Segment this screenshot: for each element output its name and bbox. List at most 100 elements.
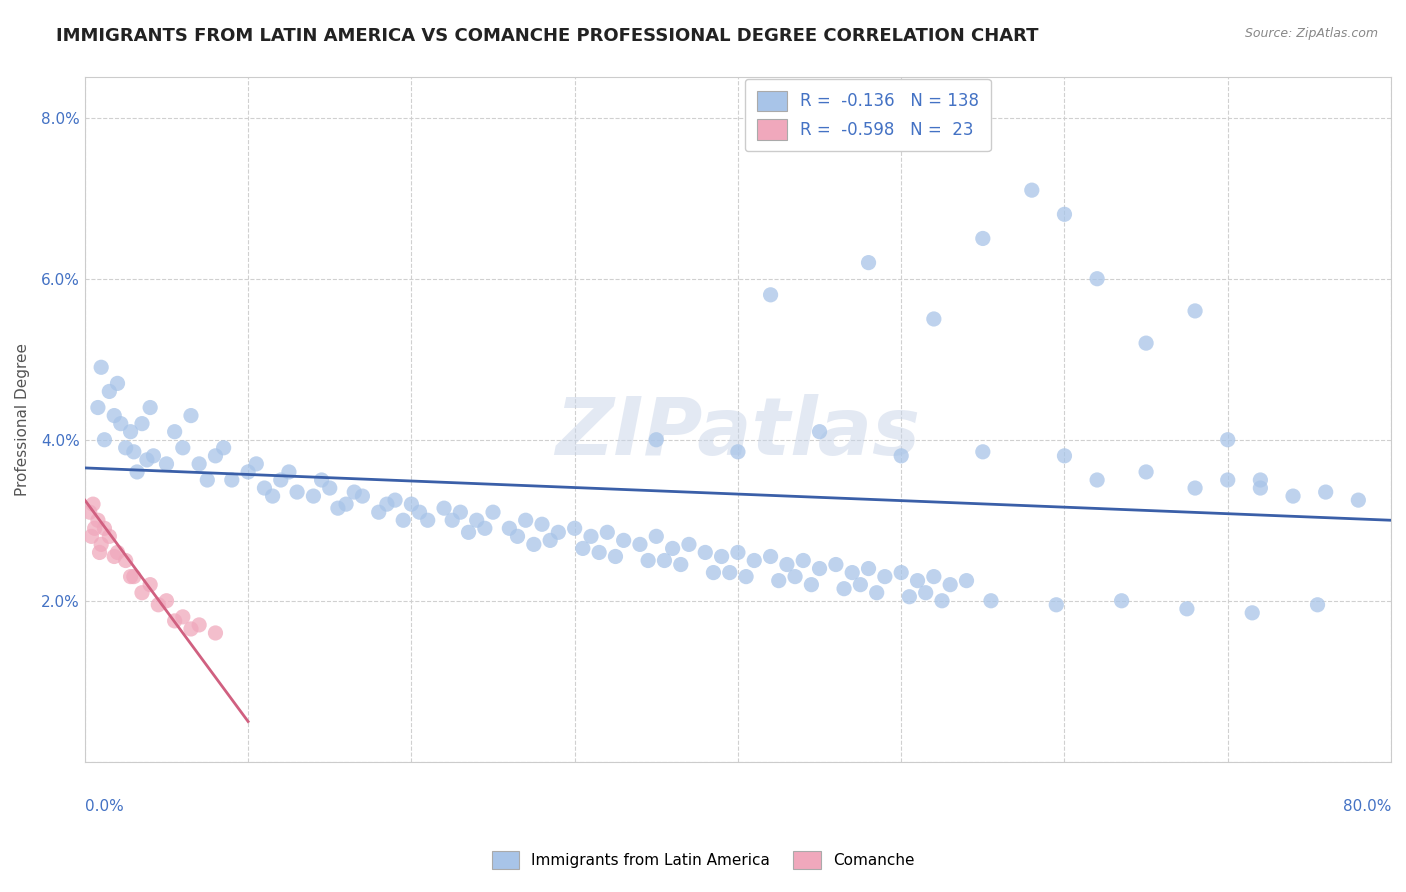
Point [645,529,668,543]
Point [188,618,211,632]
Point [678,537,700,551]
Point [474,521,496,535]
Point [384,493,406,508]
Point [148,598,170,612]
Point [727,545,749,559]
Point [841,566,863,580]
Point [1249,473,1271,487]
Point [401,497,423,511]
Point [204,626,226,640]
Point [465,513,488,527]
Point [93,433,115,447]
Point [285,485,308,500]
Point [980,593,1002,607]
Point [98,384,121,399]
Point [253,481,276,495]
Point [858,561,880,575]
Point [702,566,724,580]
Point [547,525,569,540]
Point [530,517,553,532]
Point [302,489,325,503]
Point [89,545,111,559]
Point [596,525,619,540]
Point [972,231,994,245]
Point [792,553,814,567]
Point [768,574,790,588]
Point [236,465,259,479]
Point [645,433,668,447]
Point [800,577,823,591]
Text: IMMIGRANTS FROM LATIN AMERICA VS COMANCHE PROFESSIONAL DEGREE CORRELATION CHART: IMMIGRANTS FROM LATIN AMERICA VS COMANCH… [56,27,1039,45]
Point [759,288,782,302]
Point [523,537,546,551]
Point [1241,606,1264,620]
Point [110,417,132,431]
Point [579,529,602,543]
Point [515,513,537,527]
Legend: Immigrants from Latin America, Comanche: Immigrants from Latin America, Comanche [485,845,921,875]
Point [890,566,912,580]
Point [375,497,398,511]
Point [849,577,872,591]
Point [204,449,226,463]
Point [825,558,848,572]
Text: 80.0%: 80.0% [1343,799,1391,814]
Point [326,501,349,516]
Point [98,529,121,543]
Point [457,525,479,540]
Point [155,457,177,471]
Point [278,465,301,479]
Point [907,574,929,588]
Point [139,577,162,591]
Point [628,537,651,551]
Point [441,513,464,527]
Point [139,401,162,415]
Y-axis label: Professional Degree: Professional Degree [15,343,30,496]
Point [87,401,110,415]
Point [914,585,936,599]
Point [79,505,101,519]
Point [163,614,186,628]
Point [1216,433,1239,447]
Point [1021,183,1043,197]
Point [103,549,125,564]
Point [808,561,831,575]
Text: 0.0%: 0.0% [84,799,124,814]
Point [262,489,284,503]
Point [90,537,112,551]
Point [245,457,267,471]
Point [122,569,145,583]
Point [931,593,953,607]
Point [335,497,357,511]
Point [776,558,799,572]
Point [654,553,676,567]
Point [172,441,194,455]
Point [922,312,945,326]
Point [1135,336,1157,351]
Point [93,521,115,535]
Point [873,569,896,583]
Point [972,445,994,459]
Point [1216,473,1239,487]
Point [506,529,529,543]
Point [832,582,855,596]
Point [352,489,374,503]
Point [270,473,292,487]
Point [221,473,243,487]
Point [572,541,595,556]
Point [449,505,471,519]
Point [890,449,912,463]
Point [538,533,561,548]
Point [1175,602,1198,616]
Point [605,549,627,564]
Point [1085,271,1108,285]
Point [858,255,880,269]
Point [669,558,692,572]
Point [212,441,235,455]
Point [866,585,889,599]
Point [172,610,194,624]
Point [433,501,456,516]
Point [416,513,439,527]
Point [710,549,733,564]
Point [955,574,977,588]
